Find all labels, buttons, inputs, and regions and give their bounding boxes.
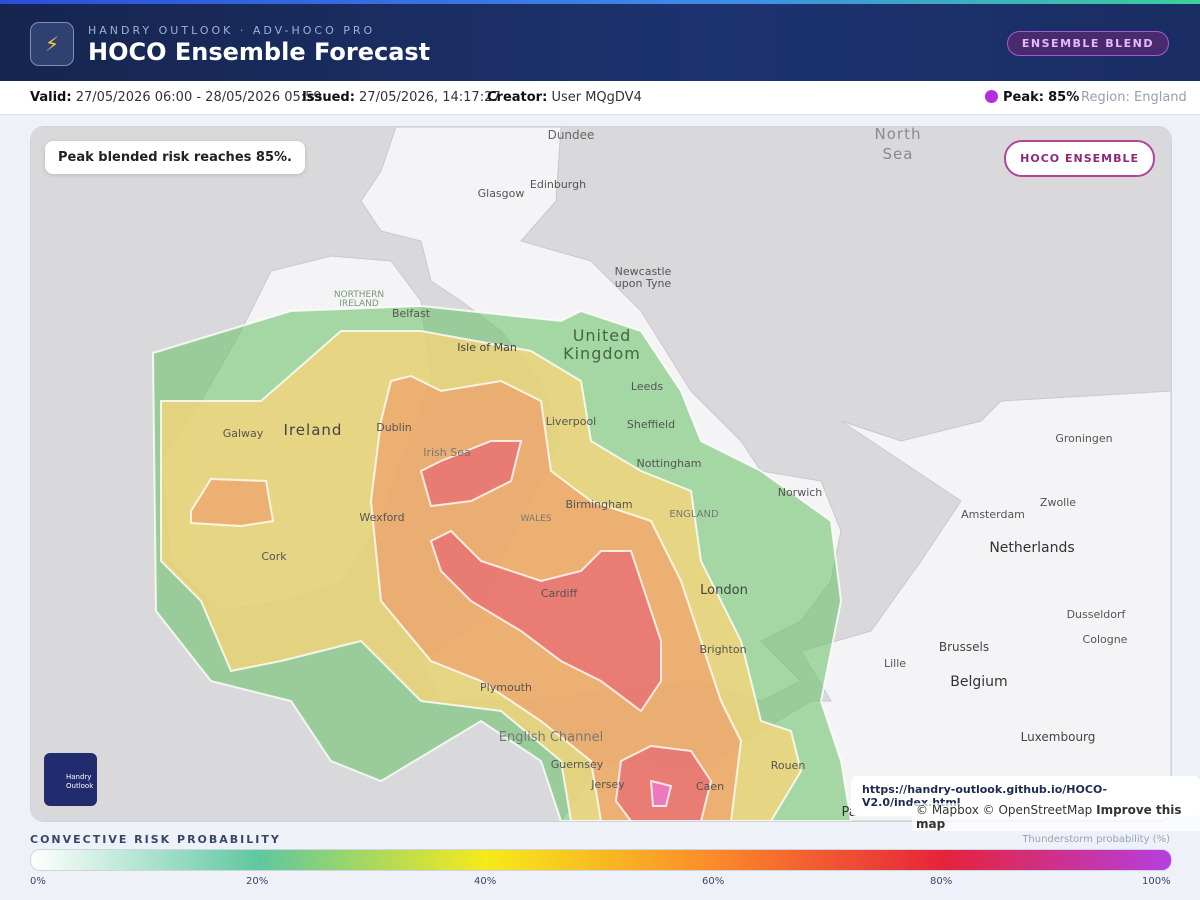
place-label: London xyxy=(700,583,748,598)
place-label: Kingdom xyxy=(563,344,641,363)
place-label: ENGLAND xyxy=(669,509,719,520)
place-label: Brighton xyxy=(699,643,746,656)
risk-red xyxy=(419,440,523,508)
place-label: Sheffield xyxy=(627,418,675,431)
place-label: Leeds xyxy=(631,380,663,393)
color-scale xyxy=(30,849,1172,871)
improve-link[interactable]: Improve this map xyxy=(916,803,1182,831)
place-label: Glasgow xyxy=(478,187,525,200)
label: Issued: xyxy=(302,90,355,105)
value: User MQgDV4 xyxy=(551,90,642,105)
risk-pink xyxy=(649,779,673,807)
label: Peak: xyxy=(1003,90,1044,105)
place-label: Galway xyxy=(223,427,264,440)
place-label: Zwolle xyxy=(1040,496,1076,509)
place-label: Cork xyxy=(261,550,287,563)
place-label: Wexford xyxy=(359,511,404,524)
place-label: Guernsey xyxy=(551,758,604,771)
place-label: English Channel xyxy=(499,730,603,745)
place-label: Rouen xyxy=(771,759,806,772)
place-label: United xyxy=(573,326,632,345)
place-label: Dundee xyxy=(548,128,595,142)
place-label: Plymouth xyxy=(480,681,532,694)
place-label: Belgium xyxy=(950,674,1007,690)
place-label: Cologne xyxy=(1083,633,1128,646)
place-label: Cardiff xyxy=(541,587,578,600)
place-label: Nottingham xyxy=(636,457,701,470)
place-label: Caen xyxy=(696,780,724,793)
place-label: IRELAND xyxy=(339,299,379,309)
place-label: Dusseldorf xyxy=(1067,608,1127,621)
place-label: Belfast xyxy=(392,307,431,320)
place-label: Irish Sea xyxy=(423,446,471,459)
place-label: Isle of Man xyxy=(457,341,517,354)
place-label: upon Tyne xyxy=(615,277,672,290)
legend-tick: 20% xyxy=(246,876,269,887)
place-label: Birmingham xyxy=(565,498,632,511)
label: Creator: xyxy=(487,90,548,105)
legend-tick: 100% xyxy=(1142,876,1171,887)
place-label: Ireland xyxy=(284,421,343,439)
attribution: © Mapbox © OpenStreetMap Improve this ma… xyxy=(912,803,1200,831)
place-label: Newcastle xyxy=(615,265,672,278)
accent-line xyxy=(0,0,1200,4)
map-canvas[interactable]: Dundee North Sea Edinburgh Glasgow Newcastleu… xyxy=(31,127,1171,821)
place-label: Norwich xyxy=(778,486,823,499)
attribution-text: © Mapbox © OpenStreetMap xyxy=(916,803,1093,817)
place-label: Dublin xyxy=(376,421,412,434)
place-label: Brussels xyxy=(939,640,989,654)
map-badge[interactable]: HOCO ENSEMBLE xyxy=(1004,140,1155,177)
risk-orange xyxy=(190,477,275,528)
header xyxy=(0,0,1200,81)
place-label: Amsterdam xyxy=(961,508,1025,521)
label: Valid: xyxy=(30,90,72,105)
place-label: Sea xyxy=(883,145,914,163)
place-label: NORTHERN xyxy=(334,290,384,300)
info-bar: Valid: 27/05/2026 06:00 - 28/05/2026 05:… xyxy=(0,81,1200,115)
logo-text: Handry Outlook xyxy=(66,773,94,790)
app-icon: ⚡ xyxy=(30,22,74,66)
legend-tick: 80% xyxy=(930,876,953,887)
legend-title: CONVECTIVE RISK PROBABILITY xyxy=(30,833,281,846)
place-label: WALES xyxy=(521,514,552,524)
map[interactable]: Dundee North Sea Edinburgh Glasgow Newcastle u… xyxy=(30,126,1172,822)
place-label: Jersey xyxy=(590,778,625,791)
place-label: Netherlands xyxy=(989,540,1074,556)
place-label: Luxembourg xyxy=(1021,730,1096,744)
legend-subtitle: Thunderstorm probability (%) xyxy=(1022,834,1170,845)
page-title: HOCO Ensemble Forecast xyxy=(88,38,431,66)
place-label: Edinburgh xyxy=(530,178,586,191)
place-label: Groningen xyxy=(1055,432,1112,445)
peak-dot xyxy=(985,90,998,103)
legend-tick: 0% xyxy=(30,876,46,887)
kicker: HANDRY OUTLOOK · ADV-HOCO PRO xyxy=(88,24,376,37)
risk-red xyxy=(429,529,662,713)
place-label: Liverpool xyxy=(546,415,596,428)
callout: Peak blended risk reaches 85%. xyxy=(45,141,305,174)
place-label: North xyxy=(875,127,922,143)
value: 27/05/2026 06:00 - 28/05/2026 05:59 xyxy=(75,90,322,105)
logo: Handry Outlook xyxy=(44,753,97,806)
place-label: Lille xyxy=(884,657,906,670)
value: 27/05/2026, 14:17:27 xyxy=(359,90,501,105)
mode-badge[interactable]: ENSEMBLE BLEND xyxy=(1006,31,1169,56)
value: 85% xyxy=(1048,90,1080,105)
legend-tick: 40% xyxy=(474,876,497,887)
region: Region: England xyxy=(1081,90,1187,105)
legend-tick: 60% xyxy=(702,876,725,887)
